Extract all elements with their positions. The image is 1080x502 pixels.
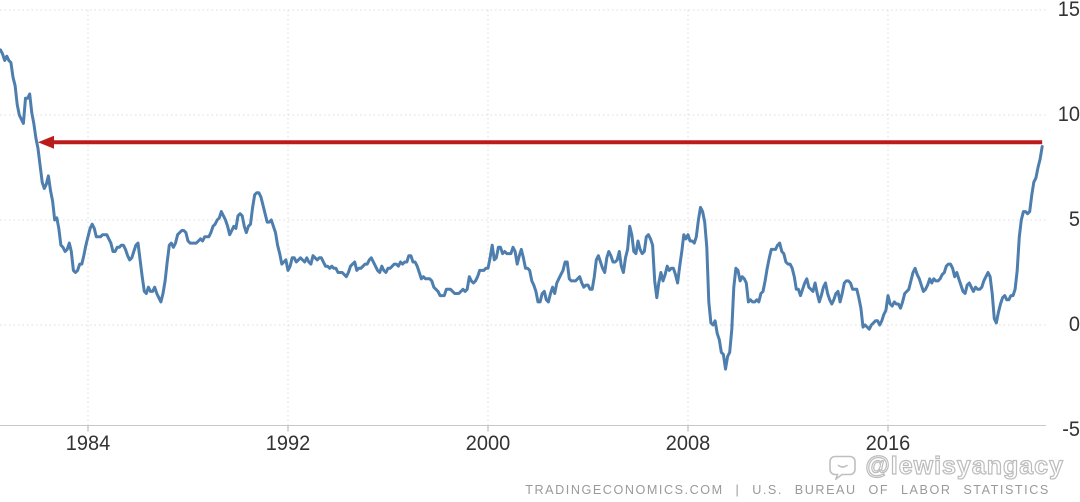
x-axis — [0, 425, 1046, 432]
watermark-handle: @lewisyangacy — [865, 451, 1064, 480]
x-tick-label: 1992 — [265, 432, 311, 455]
y-tick-label: -5 — [1062, 418, 1080, 441]
watermark: @lewisyangacy — [829, 451, 1064, 481]
x-tick-label: 1984 — [65, 432, 111, 455]
x-tick-label: 2016 — [865, 432, 911, 455]
inflation-series-line — [0, 48, 1044, 371]
x-tick-label: 2008 — [665, 432, 711, 455]
red-arrow-annotation — [38, 135, 1043, 149]
wechat-icon — [829, 455, 857, 480]
y-tick-label: 0 — [1068, 313, 1080, 336]
y-tick-label: 5 — [1068, 208, 1080, 231]
gridlines — [0, 9, 1046, 426]
source-attribution: TRADINGECONOMICS.COM | U.S. BUREAU OF LA… — [525, 482, 1050, 497]
y-tick-label: 15 — [1057, 0, 1080, 21]
x-tick-label: 2000 — [465, 432, 511, 455]
y-tick-label: 10 — [1057, 103, 1080, 126]
